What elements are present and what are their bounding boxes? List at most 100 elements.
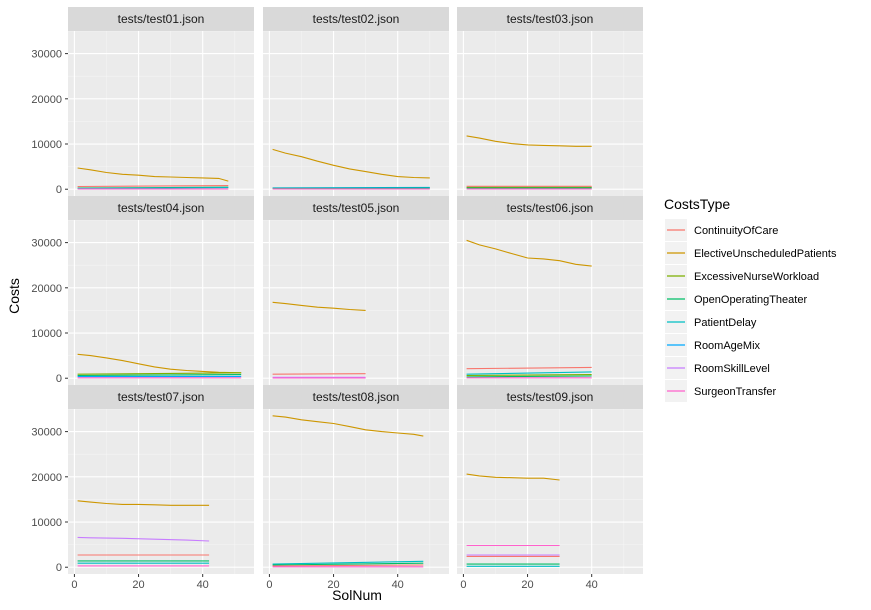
legend-label: SurgeonTransfer [694, 386, 776, 398]
legend-item: SurgeonTransfer [665, 380, 776, 402]
series-line [272, 301, 366, 311]
x-tick-label: 40 [392, 579, 404, 591]
series-line [272, 560, 424, 565]
y-tick-label: 30000 [31, 238, 62, 250]
y-tick-label: 0 [56, 373, 62, 385]
facet-panel: tests/test02.json [263, 7, 449, 196]
y-tick-label: 30000 [31, 427, 62, 439]
panel-background [263, 220, 449, 385]
facet-strip-label: tests/test03.json [507, 12, 594, 26]
legend-item: ElectiveUnscheduledPatients [665, 242, 837, 264]
x-tick-label: 20 [327, 579, 339, 591]
facet-strip [263, 196, 449, 220]
facet-panel: tests/test01.json [68, 7, 254, 196]
legend-label: RoomSkillLevel [694, 363, 770, 375]
panel-background [457, 220, 643, 385]
x-tick-label: 40 [586, 579, 598, 591]
facet-strip [457, 7, 643, 31]
facet-panel: tests/test09.json [457, 385, 643, 574]
series-line [466, 366, 592, 370]
x-tick-label: 0 [71, 579, 77, 591]
y-tick-label: 10000 [31, 139, 62, 151]
panel-background [263, 31, 449, 196]
series-line [272, 148, 430, 179]
facet-strip-label: tests/test09.json [507, 390, 594, 404]
x-axis-title: SolNum [332, 587, 382, 603]
series-line [466, 239, 592, 267]
y-axis-title: Costs [6, 278, 22, 314]
series-line [466, 473, 560, 481]
series-line [77, 500, 210, 506]
legend-label: PatientDelay [694, 317, 757, 329]
y-tick-label: 0 [56, 184, 62, 196]
legend-item: ExcessiveNurseWorkload [665, 265, 819, 287]
facet-panel: tests/test07.json [68, 385, 254, 574]
facet-panel: tests/test03.json [457, 7, 643, 196]
legend-item: RoomSkillLevel [665, 357, 770, 379]
x-tick-label: 20 [132, 579, 144, 591]
facet-strip-label: tests/test07.json [118, 390, 205, 404]
y-tick-label: 20000 [31, 472, 62, 484]
series-line [272, 564, 424, 567]
series-line [77, 374, 242, 377]
facet-strip-label: tests/test08.json [313, 390, 400, 404]
facet-strip [457, 196, 643, 220]
axes: 0100002000030000010000200003000001000020… [31, 49, 597, 591]
panel-background [68, 409, 254, 574]
y-tick-label: 30000 [31, 49, 62, 61]
facet-strip [68, 385, 254, 409]
panel-background [457, 409, 643, 574]
facet-panel: tests/test06.json [457, 196, 643, 385]
facet-panel: tests/test05.json [263, 196, 449, 385]
y-tick-label: 10000 [31, 328, 62, 340]
legend-item: PatientDelay [665, 311, 757, 333]
legend-label: OpenOperatingTheater [694, 294, 807, 306]
facet-panels: tests/test01.json tests/test02.json tests/… [68, 7, 643, 574]
legend-item: OpenOperatingTheater [665, 288, 807, 310]
legend-item: RoomAgeMix [665, 334, 761, 356]
series-line [77, 536, 210, 542]
facet-strip [68, 7, 254, 31]
series-line [466, 135, 592, 147]
series-line [272, 373, 366, 375]
legend-item: ContinuityOfCare [665, 219, 778, 241]
series-line [466, 374, 592, 377]
y-tick-label: 20000 [31, 94, 62, 106]
legend-label: ExcessiveNurseWorkload [694, 271, 819, 283]
facet-strip-label: tests/test05.json [313, 201, 400, 215]
series-line [77, 372, 242, 375]
legend-label: ElectiveUnscheduledPatients [694, 248, 837, 260]
panel-background [457, 31, 643, 196]
series-line [272, 415, 424, 437]
y-tick-label: 20000 [31, 283, 62, 295]
x-tick-label: 0 [266, 579, 272, 591]
legend-title: CostsType [664, 196, 730, 212]
x-tick-label: 40 [197, 579, 209, 591]
x-tick-label: 0 [460, 579, 466, 591]
series-line [272, 562, 424, 566]
series-line [77, 353, 242, 374]
y-tick-label: 0 [56, 562, 62, 574]
facet-strip [457, 385, 643, 409]
panel-background [68, 220, 254, 385]
legend-label: RoomAgeMix [694, 340, 761, 352]
legend: CostsType ContinuityOfCare ElectiveUnsche… [664, 196, 837, 402]
facet-strip [263, 7, 449, 31]
x-tick-label: 20 [521, 579, 533, 591]
series-line [466, 371, 592, 375]
facet-strip [263, 385, 449, 409]
facet-strip [68, 196, 254, 220]
y-tick-label: 10000 [31, 517, 62, 529]
series-line [466, 375, 592, 378]
facet-panel: tests/test08.json [263, 385, 449, 574]
panel-background [68, 31, 254, 196]
series-line [77, 185, 229, 188]
facet-panel: tests/test04.json [68, 196, 254, 385]
panel-background [263, 409, 449, 574]
facet-strip-label: tests/test06.json [507, 201, 594, 215]
facet-strip-label: tests/test04.json [118, 201, 205, 215]
facet-strip-label: tests/test01.json [118, 12, 205, 26]
legend-label: ContinuityOfCare [694, 225, 778, 237]
series-line [77, 167, 229, 182]
